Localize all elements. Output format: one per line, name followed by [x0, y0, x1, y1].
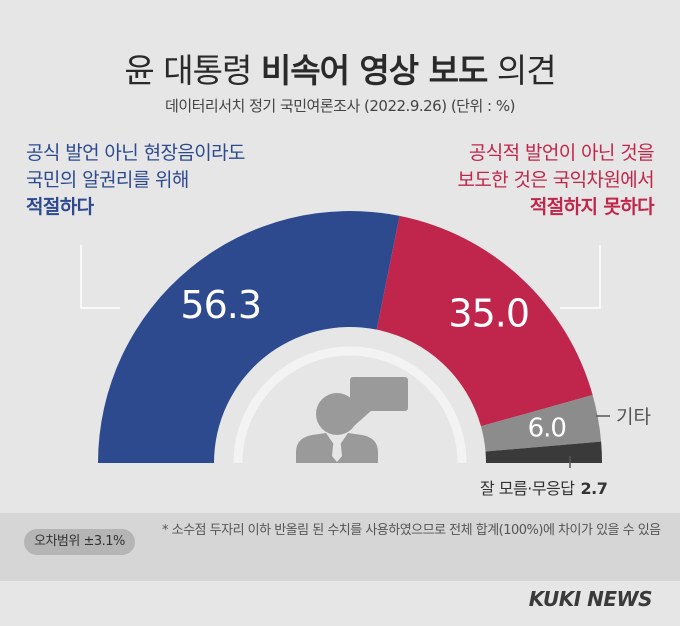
inner-decor-arc — [233, 346, 467, 464]
chart-title: 윤 대통령 비속어 영상 보도 의견 — [0, 44, 680, 92]
inappropriate-label: 공식적 발언이 아닌 것을 보도한 것은 국익차원에서 적절하지 못하다 — [457, 140, 654, 221]
appropriate-label-line-2: 국민의 알권리를 위해 — [26, 169, 189, 191]
title-part-1: 윤 대통령 — [124, 51, 261, 90]
dontknow-value-label: 2.7 — [581, 479, 608, 498]
appropriate-label: 공식 발언 아닌 현장음이라도 국민의 알권리를 위해 적절하다 — [26, 140, 245, 221]
title-part-2: 비속어 영상 보도 — [260, 51, 488, 90]
inappropriate-slice — [376, 215, 593, 427]
person-speech-icon — [296, 377, 408, 463]
dontknow-category-label: 잘 모름·무응답 2.7 — [480, 479, 607, 498]
dontknow-slice — [485, 441, 602, 463]
appropriate-leader-line — [80, 245, 120, 309]
other-category-label: 기타 — [616, 406, 651, 428]
inappropriate-value-label: 35.0 — [448, 291, 529, 335]
appropriate-label-line-1: 공식 발언 아닌 현장음이라도 — [26, 142, 245, 164]
inappropriate-leader-line — [560, 245, 601, 309]
chart-subtitle: 데이터리서치 정기 국민여론조사 (2022.9.26) (단위 : %) — [165, 97, 515, 115]
footnote: * 소수점 두자리 이하 반올림 된 수치를 사용하였으므로 전체 합계(100… — [162, 523, 661, 538]
error-margin-badge: 오차범위 ±3.1% — [24, 529, 135, 555]
other-slice — [480, 394, 602, 452]
title-part-3: 의견 — [487, 51, 557, 90]
appropriate-slice — [98, 210, 400, 463]
inappropriate-label-line-1: 공식적 발언이 아닌 것을 — [468, 142, 655, 164]
dontknow-label-text: 잘 모름·무응답 — [480, 479, 575, 498]
appropriate-label-line-3: 적절하다 — [26, 196, 94, 218]
inappropriate-label-line-2: 보도한 것은 국익차원에서 — [457, 169, 654, 191]
brand-logo: KUKI NEWS — [528, 587, 653, 611]
inappropriate-label-line-3: 적절하지 못하다 — [529, 196, 655, 218]
other-value-label: 6.0 — [528, 413, 566, 443]
appropriate-value-label: 56.3 — [180, 283, 261, 327]
